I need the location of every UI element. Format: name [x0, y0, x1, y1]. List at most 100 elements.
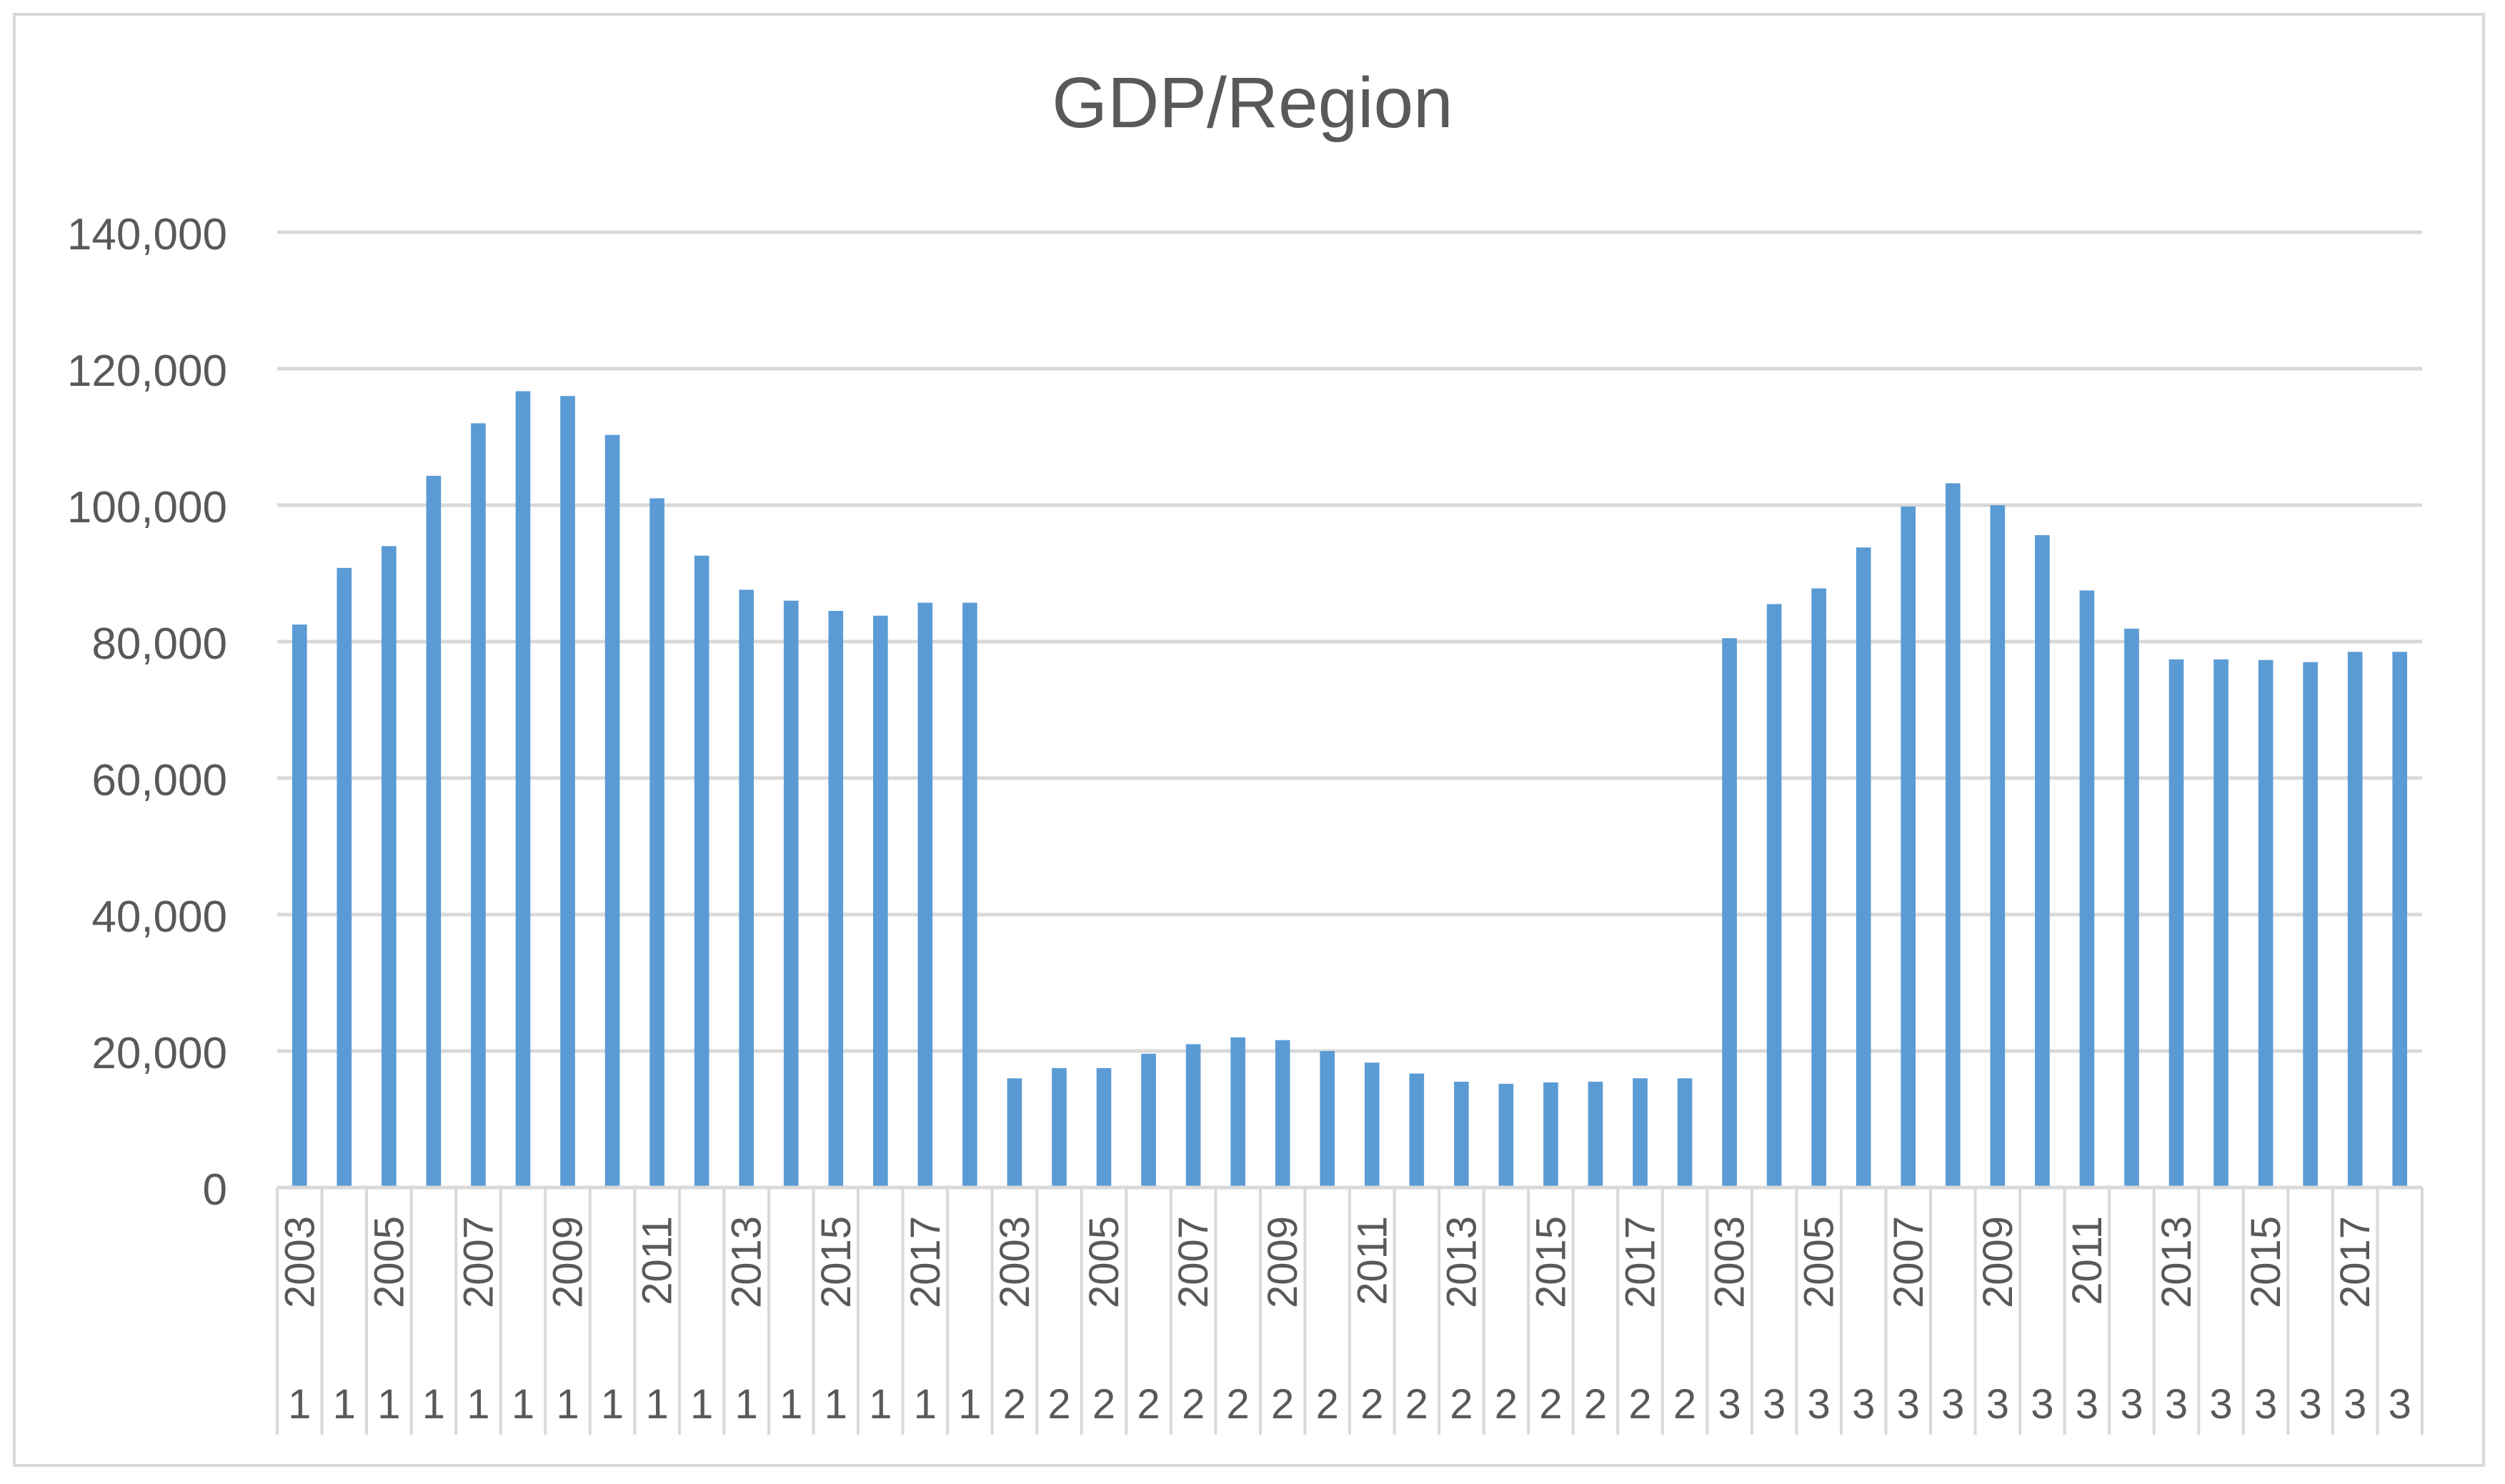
gridlines [277, 230, 2422, 1053]
x-tick-region: 1 [690, 1381, 713, 1428]
y-tick-label: 120,000 [67, 347, 227, 396]
bar [828, 611, 844, 1187]
x-tick-year: 2007 [455, 1216, 502, 1308]
bar [1901, 506, 1916, 1187]
bar [917, 602, 933, 1187]
bar [1498, 1083, 1514, 1187]
y-tick-label: 140,000 [67, 210, 227, 259]
bar [694, 555, 709, 1187]
bar [2035, 535, 2050, 1187]
x-tick-region: 3 [2120, 1381, 2143, 1428]
x-tick-region: 1 [512, 1381, 534, 1428]
x-tick-year: 2003 [1707, 1216, 1753, 1308]
x-tick-region: 3 [2031, 1381, 2053, 1428]
bar [515, 391, 531, 1187]
x-tick-region: 1 [825, 1381, 847, 1428]
bar [2168, 659, 2184, 1187]
x-tick-year: 2005 [1796, 1216, 1843, 1308]
bar [649, 498, 664, 1187]
x-tick-region: 1 [869, 1381, 892, 1428]
x-tick-year: 2003 [992, 1216, 1038, 1308]
bar [382, 546, 397, 1187]
x-tick-region: 2 [1227, 1381, 1250, 1428]
bar [1409, 1073, 1425, 1187]
x-tick-region: 3 [1763, 1381, 1786, 1428]
y-tick-label: 0 [203, 1165, 227, 1215]
bar [1766, 604, 1782, 1187]
x-tick-year: 2013 [1438, 1216, 1485, 1308]
x-tick-region: 1 [914, 1381, 937, 1428]
x-tick-region: 2 [1673, 1381, 1696, 1428]
x-tick-region: 1 [645, 1381, 668, 1428]
x-tick-region: 3 [2209, 1381, 2232, 1428]
bar [2258, 659, 2274, 1187]
x-tick-region: 3 [1986, 1381, 2009, 1428]
x-tick-region: 3 [1941, 1381, 1964, 1428]
bar [739, 589, 755, 1187]
bar [1141, 1053, 1156, 1187]
x-tick-region: 2 [1584, 1381, 1607, 1428]
x-tick-region: 2 [1495, 1381, 1518, 1428]
x-tick-region: 1 [735, 1381, 758, 1428]
x-tick-region: 1 [467, 1381, 489, 1428]
x-tick-region: 3 [2076, 1381, 2098, 1428]
bar [1185, 1044, 1201, 1187]
y-tick-label: 40,000 [91, 892, 227, 942]
x-tick-year: 2009 [1975, 1216, 2021, 1308]
bar [1588, 1081, 1603, 1187]
y-tick-label: 60,000 [91, 756, 227, 805]
x-tick-year: 2017 [1618, 1216, 1664, 1308]
x-tick-year: 2005 [366, 1216, 412, 1308]
x-tick-year: 2009 [545, 1216, 592, 1308]
x-tick-year: 2013 [724, 1216, 770, 1308]
y-tick-label: 80,000 [91, 619, 227, 669]
x-tick-region: 2 [1405, 1381, 1428, 1428]
bar [2303, 662, 2318, 1187]
bar [2392, 652, 2408, 1187]
bar [1633, 1078, 1648, 1187]
x-tick-year: 2007 [1886, 1216, 1932, 1308]
x-tick-region: 1 [958, 1381, 981, 1428]
x-tick-region: 2 [1539, 1381, 1562, 1428]
x-tick-region: 2 [1003, 1381, 1026, 1428]
bar [872, 615, 888, 1187]
x-tick-region: 3 [1808, 1381, 1831, 1428]
bar [1543, 1082, 1558, 1187]
x-tick-year: 2005 [1081, 1216, 1127, 1308]
bar [1096, 1067, 1112, 1187]
x-tick-region: 3 [1718, 1381, 1740, 1428]
x-tick-region: 3 [1852, 1381, 1875, 1428]
bar [604, 434, 620, 1187]
x-tick-year: 2017 [2332, 1216, 2379, 1308]
x-tick-region: 2 [1450, 1381, 1473, 1428]
x-tick-region: 2 [1182, 1381, 1205, 1428]
bar [2124, 628, 2139, 1187]
x-tick-region: 3 [2254, 1381, 2277, 1428]
bar [783, 600, 799, 1187]
bar [2213, 659, 2228, 1187]
x-tick-region: 1 [601, 1381, 624, 1428]
bar [1052, 1067, 1067, 1187]
bar [1454, 1081, 1469, 1187]
bar [1275, 1040, 1290, 1187]
x-tick-region: 2 [1360, 1381, 1383, 1428]
bars [292, 391, 2408, 1188]
bar [1364, 1062, 1380, 1187]
x-tick-year: 2011 [1349, 1216, 1395, 1305]
x-tick-region: 1 [333, 1381, 356, 1428]
x-tick-region: 2 [1316, 1381, 1339, 1428]
x-tick-region: 3 [1897, 1381, 1920, 1428]
x-tick-year: 2011 [634, 1216, 681, 1305]
x-tick-region: 2 [1271, 1381, 1294, 1428]
bar [1007, 1078, 1022, 1187]
x-tick-region: 1 [377, 1381, 400, 1428]
x-tick-year: 2007 [1170, 1216, 1217, 1308]
x-tick-year: 2015 [1528, 1216, 1574, 1308]
x-tick-region: 1 [780, 1381, 802, 1428]
bar [1945, 483, 1961, 1187]
x-tick-year: 2013 [2153, 1216, 2200, 1308]
x-tick-year: 2009 [1260, 1216, 1306, 1308]
x-tick-year: 2015 [813, 1216, 860, 1308]
